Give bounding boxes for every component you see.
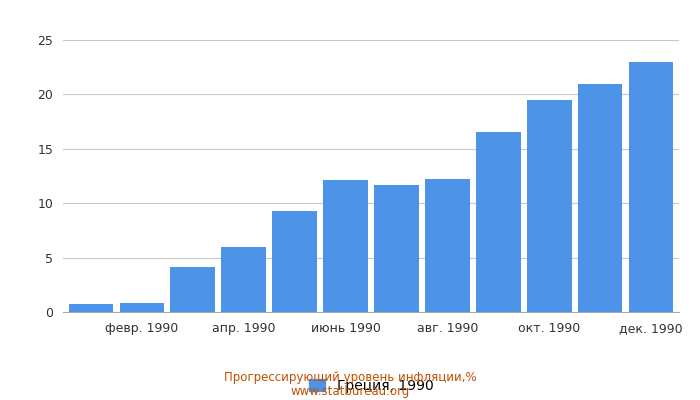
Bar xyxy=(323,180,368,312)
Bar xyxy=(476,132,521,312)
Bar xyxy=(120,303,164,312)
Bar xyxy=(221,247,266,312)
Text: www.statbureau.org: www.statbureau.org xyxy=(290,385,410,398)
Legend: Греция, 1990: Греция, 1990 xyxy=(309,379,433,393)
Bar xyxy=(170,267,215,312)
Bar xyxy=(374,185,419,312)
Bar xyxy=(578,84,622,312)
Text: Прогрессирующий уровень инфляции,%: Прогрессирующий уровень инфляции,% xyxy=(224,372,476,384)
Bar xyxy=(69,304,113,312)
Bar xyxy=(272,211,317,312)
Bar xyxy=(527,100,572,312)
Bar xyxy=(425,179,470,312)
Bar xyxy=(629,62,673,312)
